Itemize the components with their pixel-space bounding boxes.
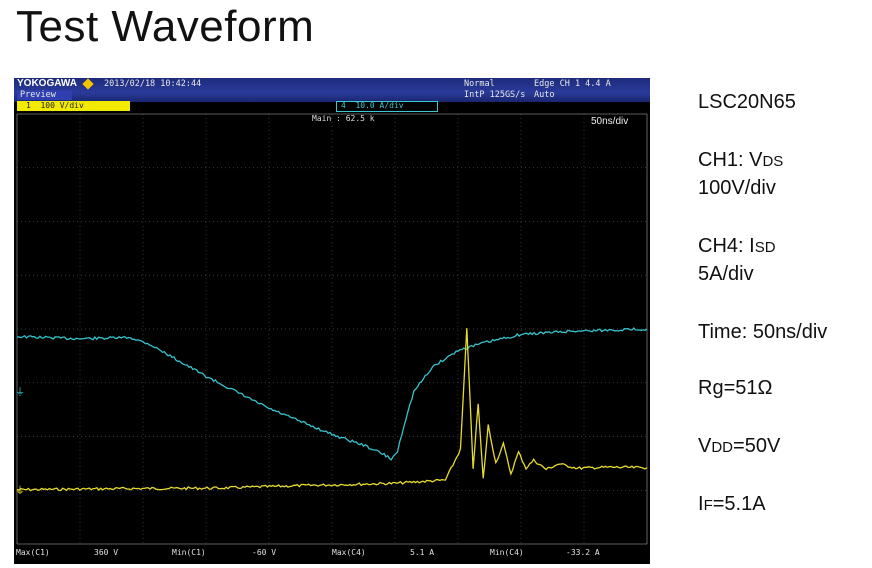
meas-value-2: -60 V — [252, 548, 277, 557]
time-note-value: : 50ns/div — [741, 321, 828, 343]
ch1-scale-label: 1 100 V/div — [26, 101, 84, 110]
meas-value-4: -33.2 A — [566, 548, 600, 557]
brand-logo: YOKOGAWA — [17, 78, 78, 89]
oscilloscope-screen: YOKOGAWA 2013/02/18 10:42:44 Preview Nor… — [14, 78, 650, 564]
vdd-note-sub: DD — [711, 439, 734, 456]
ch1-note-sub: DS — [762, 153, 784, 170]
time-note-label: Time — [698, 321, 742, 343]
ch4-note-sub: SD — [754, 239, 776, 256]
preview-label: Preview — [17, 90, 72, 100]
meas-label-3: Max(C4) — [332, 548, 366, 557]
ch1-scale-badge — [17, 101, 130, 111]
time-note: Time: 50ns/div — [698, 318, 827, 346]
slide-title: Test Waveform — [16, 2, 315, 51]
vdd-note: VDD=50V — [698, 432, 780, 462]
timestamp: 2013/02/18 10:42:44 — [104, 79, 202, 89]
if-note-prefix: I — [698, 493, 704, 515]
trigger-setting: Edge CH 1 4.4 A — [534, 79, 611, 89]
if-note: IF=5.1A — [698, 490, 766, 520]
rg-note: Rg=51Ω — [698, 377, 773, 399]
meas-label-2: Min(C1) — [172, 548, 206, 557]
ch4-trace — [16, 327, 648, 461]
ch4-ground-marker: ⏚ — [15, 386, 25, 398]
time-per-div: 50ns/div — [591, 116, 629, 127]
device-name: LSC20N65 — [698, 91, 796, 113]
ch4-scale-badge — [336, 101, 438, 112]
ch4-note-prefix: CH4: I — [698, 235, 755, 257]
vdd-note-value: =50V — [733, 435, 781, 457]
acq-mode: Normal — [464, 79, 495, 89]
meas-value-3: 5.1 A — [410, 548, 435, 557]
sample-rate: IntP 125GS/s — [464, 90, 526, 100]
graticule — [16, 113, 648, 545]
ch1-ground-marker: ⏚ — [15, 485, 25, 497]
ch4-scale-note: 5A/div — [698, 263, 754, 285]
trigger-mode: Auto — [534, 90, 555, 100]
meas-label-1: Max(C1) — [16, 548, 50, 557]
ch1-scale-note: 100V/div — [698, 177, 776, 199]
waveform-plot: ⏚⏚ — [15, 113, 648, 545]
ch1-trace — [16, 328, 648, 492]
if-note-value: =5.1A — [712, 493, 766, 515]
if-note-sub: F — [703, 497, 713, 514]
scope-status-bar: YOKOGAWA 2013/02/18 10:42:44 Preview Nor… — [14, 78, 650, 102]
channel-markers: ⏚⏚ — [15, 386, 25, 496]
main-record-info: Main : 62.5 k — [312, 114, 375, 123]
ch1-note-prefix: CH1: V — [698, 149, 763, 171]
ch1-note: CH1: VDS — [698, 146, 783, 176]
meas-value-1: 360 V — [94, 548, 119, 557]
ch4-note: CH4: ISD — [698, 232, 776, 262]
ch4-scale-label: 4 10.0 A/div — [341, 101, 404, 110]
vdd-note-prefix: V — [698, 435, 712, 457]
meas-label-4: Min(C4) — [490, 548, 524, 557]
